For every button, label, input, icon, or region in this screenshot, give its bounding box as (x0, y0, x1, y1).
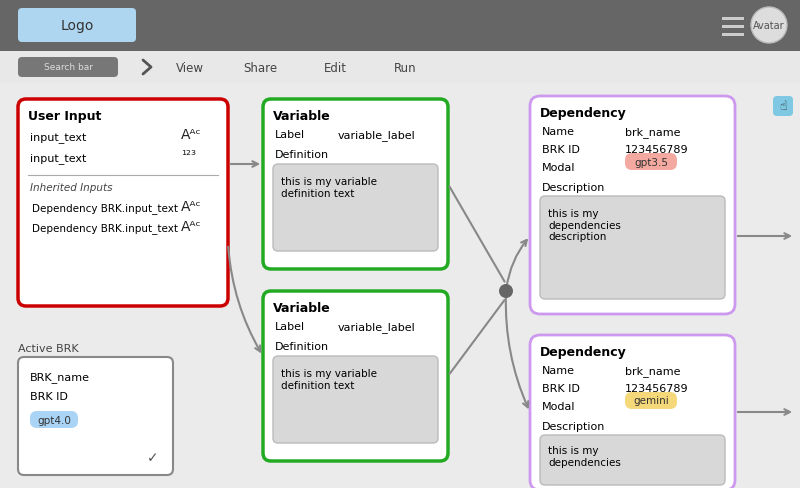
Text: gemini: gemini (633, 396, 669, 406)
Text: Dependency: Dependency (540, 107, 626, 120)
Text: variable_label: variable_label (338, 130, 416, 141)
Text: User Input: User Input (28, 110, 102, 123)
Circle shape (499, 285, 513, 298)
Text: BRK_name: BRK_name (30, 371, 90, 382)
Text: BRK ID: BRK ID (30, 391, 68, 401)
Text: input_text: input_text (30, 153, 86, 163)
Text: Definition: Definition (275, 341, 329, 351)
Bar (0, 0, 800, 52)
FancyBboxPatch shape (625, 154, 677, 171)
Text: Label: Label (275, 321, 305, 331)
Text: Description: Description (542, 183, 606, 193)
Text: Variable: Variable (273, 302, 330, 314)
Text: this is my
dependencies
description: this is my dependencies description (548, 208, 621, 242)
Text: Run: Run (394, 61, 416, 74)
Text: Aᴬᶜ: Aᴬᶜ (181, 220, 202, 234)
Text: gpt3.5: gpt3.5 (634, 157, 668, 167)
Text: gpt4.0: gpt4.0 (37, 415, 71, 425)
FancyBboxPatch shape (18, 9, 136, 43)
Text: Inherited Inputs: Inherited Inputs (30, 183, 113, 193)
Text: 123456789: 123456789 (625, 145, 689, 155)
Text: Description: Description (542, 421, 606, 431)
FancyBboxPatch shape (18, 100, 228, 306)
Text: Name: Name (542, 127, 575, 137)
Circle shape (751, 8, 787, 44)
Text: Avatar: Avatar (753, 21, 785, 31)
Text: this is my variable
definition text: this is my variable definition text (281, 177, 377, 198)
Text: Share: Share (243, 61, 277, 74)
Text: Dependency BRK.input_text: Dependency BRK.input_text (32, 203, 178, 213)
Text: Dependency BRK.input_text: Dependency BRK.input_text (32, 223, 178, 233)
Text: BRK ID: BRK ID (542, 145, 580, 155)
Text: Label: Label (275, 130, 305, 140)
FancyBboxPatch shape (263, 100, 448, 269)
Text: Aᴬᶜ: Aᴬᶜ (181, 128, 202, 142)
Text: ✓: ✓ (147, 450, 159, 464)
Text: variable_label: variable_label (338, 321, 416, 332)
Text: Edit: Edit (323, 61, 346, 74)
FancyBboxPatch shape (273, 356, 438, 443)
FancyBboxPatch shape (18, 357, 173, 475)
Text: Name: Name (542, 365, 575, 375)
Text: ☝: ☝ (779, 101, 787, 113)
Text: Definition: Definition (275, 150, 329, 160)
Text: Modal: Modal (542, 401, 575, 411)
FancyBboxPatch shape (540, 197, 725, 299)
FancyBboxPatch shape (625, 392, 677, 409)
Text: Aᴬᶜ: Aᴬᶜ (181, 200, 202, 214)
FancyBboxPatch shape (540, 435, 725, 485)
Text: ¹²³: ¹²³ (181, 149, 196, 162)
Text: this is my
dependencies: this is my dependencies (548, 445, 621, 467)
Text: View: View (176, 61, 204, 74)
Text: 123456789: 123456789 (625, 383, 689, 393)
Bar (722, 26, 744, 28)
FancyBboxPatch shape (773, 97, 793, 117)
Text: Search bar: Search bar (43, 63, 93, 72)
Bar (0, 84, 800, 488)
FancyBboxPatch shape (263, 291, 448, 461)
FancyBboxPatch shape (18, 58, 118, 78)
FancyBboxPatch shape (530, 97, 735, 314)
Text: Active BRK: Active BRK (18, 343, 78, 353)
Text: Logo: Logo (60, 19, 94, 33)
Bar (722, 34, 744, 37)
Bar (0, 52, 800, 84)
Bar (722, 18, 744, 20)
Text: Variable: Variable (273, 110, 330, 123)
Text: input_text: input_text (30, 132, 86, 142)
Text: Dependency: Dependency (540, 346, 626, 358)
Text: BRK ID: BRK ID (542, 383, 580, 393)
FancyBboxPatch shape (30, 411, 78, 428)
Text: brk_name: brk_name (625, 127, 681, 138)
Text: this is my variable
definition text: this is my variable definition text (281, 368, 377, 390)
Text: brk_name: brk_name (625, 365, 681, 376)
FancyBboxPatch shape (530, 335, 735, 488)
Text: Modal: Modal (542, 163, 575, 173)
FancyBboxPatch shape (273, 164, 438, 251)
